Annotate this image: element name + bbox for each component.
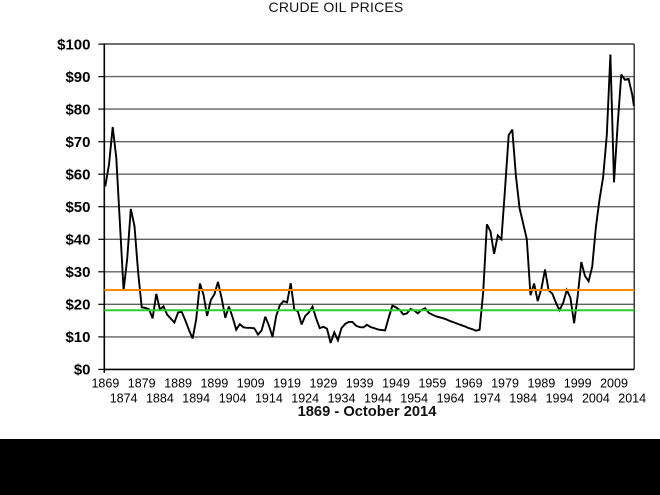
svg-text:$30: $30 <box>65 264 90 281</box>
svg-text:1874: 1874 <box>110 392 138 406</box>
svg-text:2009: 2009 <box>600 377 628 391</box>
svg-text:1959: 1959 <box>418 377 446 391</box>
svg-text:1889: 1889 <box>164 377 192 391</box>
svg-text:$0: $0 <box>74 362 91 379</box>
svg-text:1964: 1964 <box>437 392 465 406</box>
svg-text:1989: 1989 <box>527 377 555 391</box>
svg-text:1919: 1919 <box>273 377 301 391</box>
svg-text:$80: $80 <box>65 101 90 118</box>
svg-text:1984: 1984 <box>509 392 537 406</box>
svg-text:1969: 1969 <box>455 377 483 391</box>
svg-text:$20: $20 <box>65 297 90 314</box>
svg-text:$90: $90 <box>65 69 90 86</box>
svg-text:$40: $40 <box>65 232 90 249</box>
svg-text:$10: $10 <box>65 329 90 346</box>
svg-text:2004: 2004 <box>582 392 610 406</box>
svg-text:1904: 1904 <box>219 392 247 406</box>
svg-text:$50: $50 <box>65 199 90 216</box>
svg-text:2014: 2014 <box>618 392 646 406</box>
svg-text:$60: $60 <box>65 167 90 184</box>
svg-text:1999: 1999 <box>564 377 592 391</box>
svg-text:1944: 1944 <box>364 392 392 406</box>
svg-text:1954: 1954 <box>400 392 428 406</box>
svg-text:1914: 1914 <box>255 392 283 406</box>
svg-text:1949: 1949 <box>382 377 410 391</box>
svg-text:1909: 1909 <box>237 377 265 391</box>
svg-text:1924: 1924 <box>291 392 319 406</box>
svg-text:1979: 1979 <box>491 377 519 391</box>
svg-text:1934: 1934 <box>328 392 356 406</box>
svg-text:1869: 1869 <box>91 377 119 391</box>
svg-text:1884: 1884 <box>146 392 174 406</box>
svg-text:1894: 1894 <box>182 392 210 406</box>
svg-text:1974: 1974 <box>473 392 501 406</box>
svg-text:$100: $100 <box>57 36 90 53</box>
svg-text:1929: 1929 <box>309 377 337 391</box>
svg-text:1939: 1939 <box>346 377 374 391</box>
svg-text:1899: 1899 <box>200 377 228 391</box>
svg-text:$70: $70 <box>65 134 90 151</box>
svg-text:1994: 1994 <box>546 392 574 406</box>
svg-text:1879: 1879 <box>128 377 156 391</box>
